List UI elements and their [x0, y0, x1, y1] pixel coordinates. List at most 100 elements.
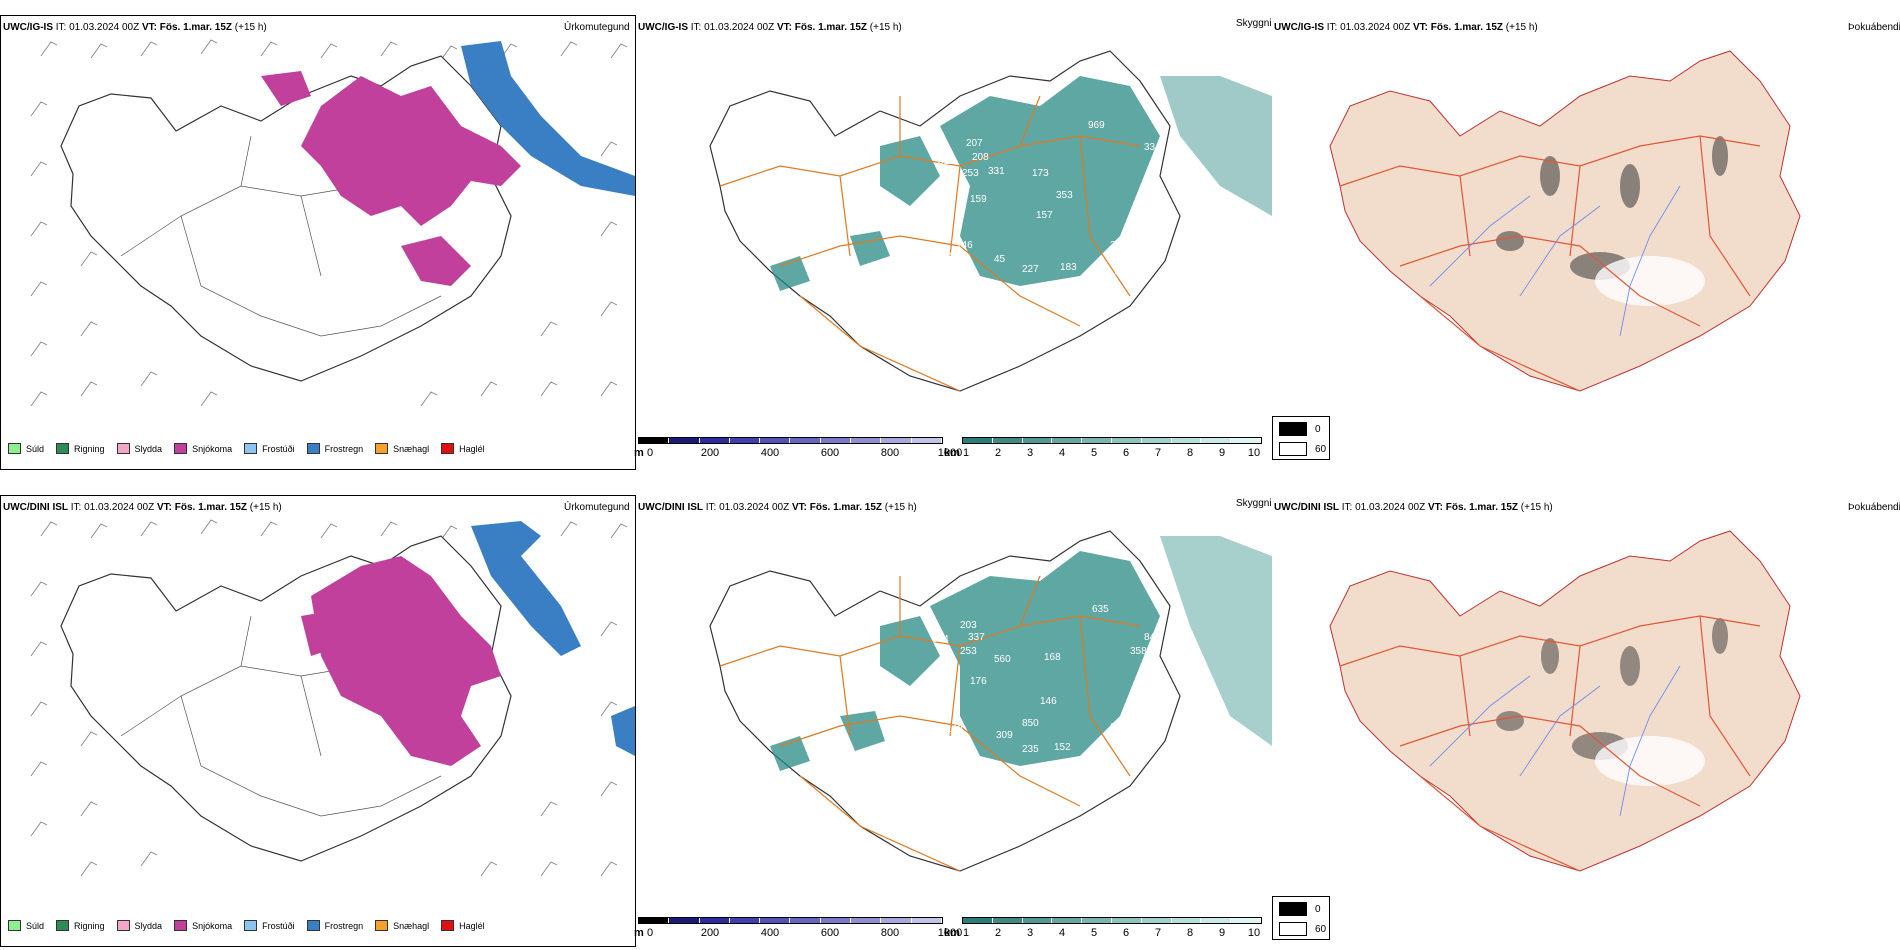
legend-item: Frostregn — [306, 443, 363, 454]
ceiling-scalebar — [638, 437, 943, 444]
precip-type-frame — [0, 15, 636, 470]
precip-type-map — [30, 39, 635, 407]
panel-header: UWC/DINI ISL IT: 01.03.2024 00Z VT: Fös.… — [638, 502, 917, 514]
peak-label: 560 — [994, 654, 1011, 665]
lead-time: (+15 h) — [882, 502, 917, 513]
peak-label: 850 — [1022, 718, 1039, 729]
ceiling-scalebar — [638, 917, 943, 924]
peak-label: 84 — [1144, 632, 1156, 643]
fog-legend: 0 60 — [1272, 896, 1330, 940]
legend-item: Slydda — [116, 920, 163, 931]
legend-label: Frostregn — [324, 920, 364, 931]
model-name: UWC/DINI ISL — [638, 502, 703, 513]
visibility-unit: km — [944, 927, 960, 939]
legend-item: Haglél — [441, 443, 485, 454]
valid-time-label: VT: — [776, 22, 792, 33]
peak-label: 849 — [1174, 636, 1191, 647]
legend-swatch — [244, 920, 258, 931]
fog-legend-row: 60 — [1279, 922, 1326, 936]
valid-time: Fös. 1.mar. 15Z — [1442, 502, 1518, 513]
model-name: UWC/DINI ISL — [1274, 502, 1339, 513]
fog-swatch — [1279, 422, 1307, 436]
peak-label: 253 — [962, 168, 979, 179]
legend-item: Snæhagl — [375, 443, 429, 454]
peak-label: 358 — [1130, 646, 1147, 657]
tick-label: 4 — [1058, 447, 1066, 459]
visibility-map — [709, 530, 1272, 872]
legend-label: Súld — [26, 920, 45, 931]
tick-label: 10 — [1247, 927, 1261, 939]
legend-label: Slydda — [134, 920, 163, 931]
tick-label: 6 — [1122, 927, 1130, 939]
tick-label: 9 — [1218, 447, 1226, 459]
legend-item: Snjókoma — [174, 920, 232, 931]
legend-item: Slydda — [116, 443, 163, 454]
peak-label: 176 — [896, 718, 913, 729]
init-time: IT: 01.03.2024 00Z — [53, 22, 142, 33]
peak-label: 353 — [1056, 190, 1073, 201]
peak-label: 202 — [1118, 746, 1135, 757]
peak-label: 969 — [1088, 120, 1105, 131]
legend-item: Snjókoma — [174, 443, 232, 454]
valid-time-label: VT: — [141, 22, 157, 33]
tick-label: 2 — [994, 447, 1002, 459]
legend-swatch — [306, 920, 320, 931]
peak-label: 207 — [966, 138, 983, 149]
init-time: IT: 01.03.2024 00Z — [703, 502, 792, 513]
tick-label: 0 — [646, 447, 654, 459]
snow-area — [261, 71, 521, 286]
legend-item: Rigning — [56, 443, 105, 454]
tick-label: 1 — [962, 447, 970, 459]
panel-title: Skyggni — [1236, 498, 1272, 509]
init-time: IT: 01.03.2024 00Z — [1324, 22, 1413, 33]
panel-title: Þokuábendi — [1848, 22, 1900, 33]
legend-label: Frostúði — [262, 443, 295, 454]
legend-item: Snæhagl — [375, 920, 429, 931]
legend-swatch — [8, 443, 21, 454]
peak-label: 33 — [1144, 142, 1156, 153]
legend-item: Frostregn — [306, 920, 364, 931]
legend-label: Snjókoma — [192, 920, 233, 931]
valid-time: Fös. 1.mar. 15Z — [1427, 22, 1503, 33]
legend-swatch — [306, 443, 320, 454]
valid-time-label: VT: — [1427, 502, 1443, 513]
legend-label: Rigning — [74, 920, 105, 931]
wind-barbs — [30, 39, 628, 407]
tick-label: 800 — [880, 927, 900, 939]
fog-map — [1329, 50, 1801, 392]
fog-clear-area — [1595, 256, 1705, 306]
tick-label: 200 — [700, 447, 720, 459]
peak-label: 143 — [944, 248, 961, 259]
fog-swatch — [1279, 902, 1307, 916]
peak-label: 203 — [960, 620, 977, 631]
legend-swatch — [8, 920, 21, 931]
legend-label: Snæhagl — [393, 443, 430, 454]
tick-label: 5 — [1090, 927, 1098, 939]
mountain-labels: 207 312 208 253 331 159 173 969 33 566 3… — [888, 120, 1189, 277]
legend-swatch — [375, 443, 389, 454]
tick-label: 1 — [962, 927, 970, 939]
tick-label: 8 — [1186, 927, 1194, 939]
panel-header: UWC/DINI ISL IT: 01.03.2024 00Z VT: Fös.… — [1274, 502, 1553, 514]
fog-legend-row: 0 — [1279, 902, 1321, 916]
visibility-map — [709, 50, 1272, 392]
peak-label: 168 — [1044, 652, 1061, 663]
legend-label: Slydda — [134, 443, 163, 454]
lead-time: (+15 h) — [232, 22, 267, 33]
tick-label: 4 — [1058, 927, 1066, 939]
panel-header: UWC/IG-IS IT: 01.03.2024 00Z VT: Fös. 1.… — [3, 22, 267, 34]
panel-title: Úrkomutegund — [564, 502, 630, 513]
road-network — [1339, 135, 1761, 392]
legend-item: Frostúði — [244, 920, 295, 931]
peak-label: 309 — [996, 730, 1013, 741]
valid-time: Fös. 1.mar. 15Z — [156, 22, 232, 33]
legend-label: Haglél — [459, 920, 485, 931]
tick-label: 1000 — [937, 927, 963, 939]
tick-label: 8 — [1186, 447, 1194, 459]
visibility-unit: km — [944, 447, 960, 459]
fog-swatch — [1279, 922, 1307, 936]
panel-title: Þokuábendi — [1848, 502, 1900, 513]
lead-time: (+15 h) — [247, 502, 282, 513]
road-network — [719, 95, 1141, 392]
init-time: IT: 01.03.2024 00Z — [688, 22, 777, 33]
